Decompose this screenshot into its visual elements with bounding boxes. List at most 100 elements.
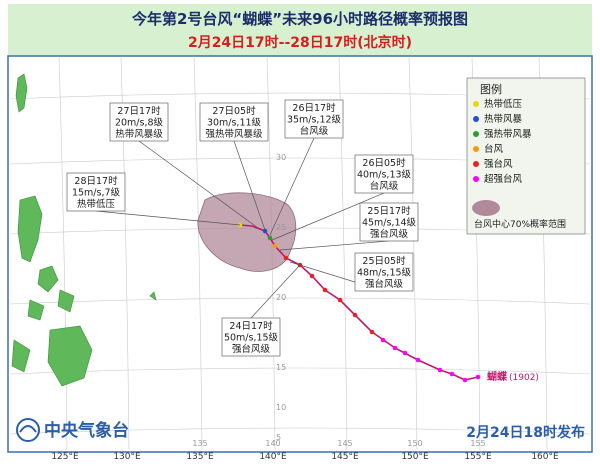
track-point (449, 371, 455, 377)
callout-line: 24日17时 (229, 320, 273, 332)
callout-box (221, 317, 281, 357)
inner-lat-label: 10 (276, 403, 286, 412)
track-point (309, 273, 315, 279)
legend-title: 图例 (480, 82, 502, 96)
inner-lat-label: 5 (276, 433, 281, 442)
track-point (262, 228, 268, 234)
callout-box (359, 202, 419, 242)
track-point (369, 329, 375, 335)
leader-line (271, 192, 385, 241)
inner-lat-label: 20 (276, 293, 286, 302)
callout-line: 48m/s,15级 (357, 267, 412, 279)
inner-lat-label: 15 (276, 363, 286, 372)
callout-box (354, 154, 414, 194)
legend-swatch (473, 176, 479, 182)
callout-line: 26日05时 (362, 157, 406, 169)
logo (16, 418, 40, 442)
parallel (9, 297, 591, 305)
callout-box (354, 252, 414, 292)
callout-line: 强热带风暴级 (205, 128, 263, 140)
callout-line: 27日17时 (117, 105, 161, 117)
track-point (402, 350, 408, 356)
luzon (17, 195, 43, 263)
legend-swatch (473, 146, 479, 152)
storm-code: (1902) (509, 373, 539, 383)
callout-line: 28日17时 (74, 175, 118, 187)
callout-line: 台风级 (370, 180, 399, 192)
lon-label: 155°E (464, 452, 492, 462)
track-point (337, 297, 343, 303)
callout-line: 25日05时 (362, 255, 406, 267)
legend-item: 强台风 (484, 158, 513, 170)
callout-line: 强台风级 (365, 278, 404, 290)
axis-labels: 125°E 130°E 135°E 140°E 145°E 150°E 155°E 160°E… (51, 153, 559, 462)
inner-lat-label: 25 (276, 223, 286, 232)
leader-line (269, 137, 315, 236)
callout-line: 27日05时 (212, 105, 256, 117)
meridian (58, 57, 68, 451)
meridian (408, 57, 418, 451)
inner-lat-label: 30 (276, 153, 286, 162)
probability-cone (197, 192, 297, 272)
inner-lon-label: 140 (265, 439, 280, 448)
leader-line (138, 140, 259, 229)
legend-cone: 台风中心70%概率范围 (474, 218, 566, 230)
callout-line: 15m/s,7级 (72, 187, 121, 199)
legend-swatch (473, 101, 479, 107)
lon-label: 150°E (401, 452, 429, 462)
legend-item: 超强台风 (484, 173, 523, 185)
callout-line: 台风级 (300, 125, 329, 137)
callout-box (284, 99, 344, 139)
callout-line: 50m/s,15级 (224, 332, 279, 344)
lon-label: 145°E (331, 452, 359, 462)
leader-line (279, 240, 390, 251)
callout-box (109, 102, 169, 142)
track-point (462, 377, 468, 383)
inner-lon-label: 150 (407, 439, 422, 448)
track-point (272, 243, 278, 249)
island (37, 265, 59, 293)
track-point (322, 287, 328, 293)
legend-cone-swatch (472, 200, 500, 216)
leader-line (95, 210, 241, 226)
title-band (8, 4, 592, 56)
track-point (283, 255, 289, 261)
callout-line: 热带风暴级 (115, 128, 163, 140)
parallel (9, 367, 591, 375)
callout-line: 强台风级 (232, 343, 271, 355)
legend-swatch (473, 131, 479, 137)
track-point (267, 235, 273, 241)
callout-line: 45m/s,14级 (362, 217, 417, 229)
track-points (237, 222, 481, 383)
callout-line: 26日17时 (292, 102, 336, 114)
lon-label: 135°E (186, 452, 214, 462)
land (11, 73, 157, 387)
inner-lon-label: 145 (337, 439, 352, 448)
legend-item: 热带风暴 (484, 113, 523, 125)
legend-item: 台风 (484, 143, 504, 155)
legend-item: 强热带风暴 (484, 128, 532, 140)
track-point (475, 374, 481, 380)
legend-swatch (473, 116, 479, 122)
callout-line: 强台风级 (370, 228, 409, 240)
leader-line (250, 264, 301, 319)
agency: 中央气象台 (44, 420, 129, 441)
taiwan (15, 73, 28, 113)
callout-line: 20m/s,8级 (115, 117, 164, 129)
legend-item: 热带低压 (484, 98, 523, 110)
track-point (352, 312, 358, 318)
callout-box (66, 172, 126, 212)
logo-mark (19, 425, 37, 433)
island (11, 339, 31, 373)
callout-line: 30m/s,11级 (207, 117, 262, 129)
parallel (9, 427, 591, 435)
track-point (380, 337, 386, 343)
lon-label: 125°E (51, 452, 79, 462)
lon-label: 160°E (531, 452, 559, 462)
callout-box (199, 102, 269, 142)
callout-line: 25日17时 (367, 205, 411, 217)
mindanao (47, 325, 93, 387)
